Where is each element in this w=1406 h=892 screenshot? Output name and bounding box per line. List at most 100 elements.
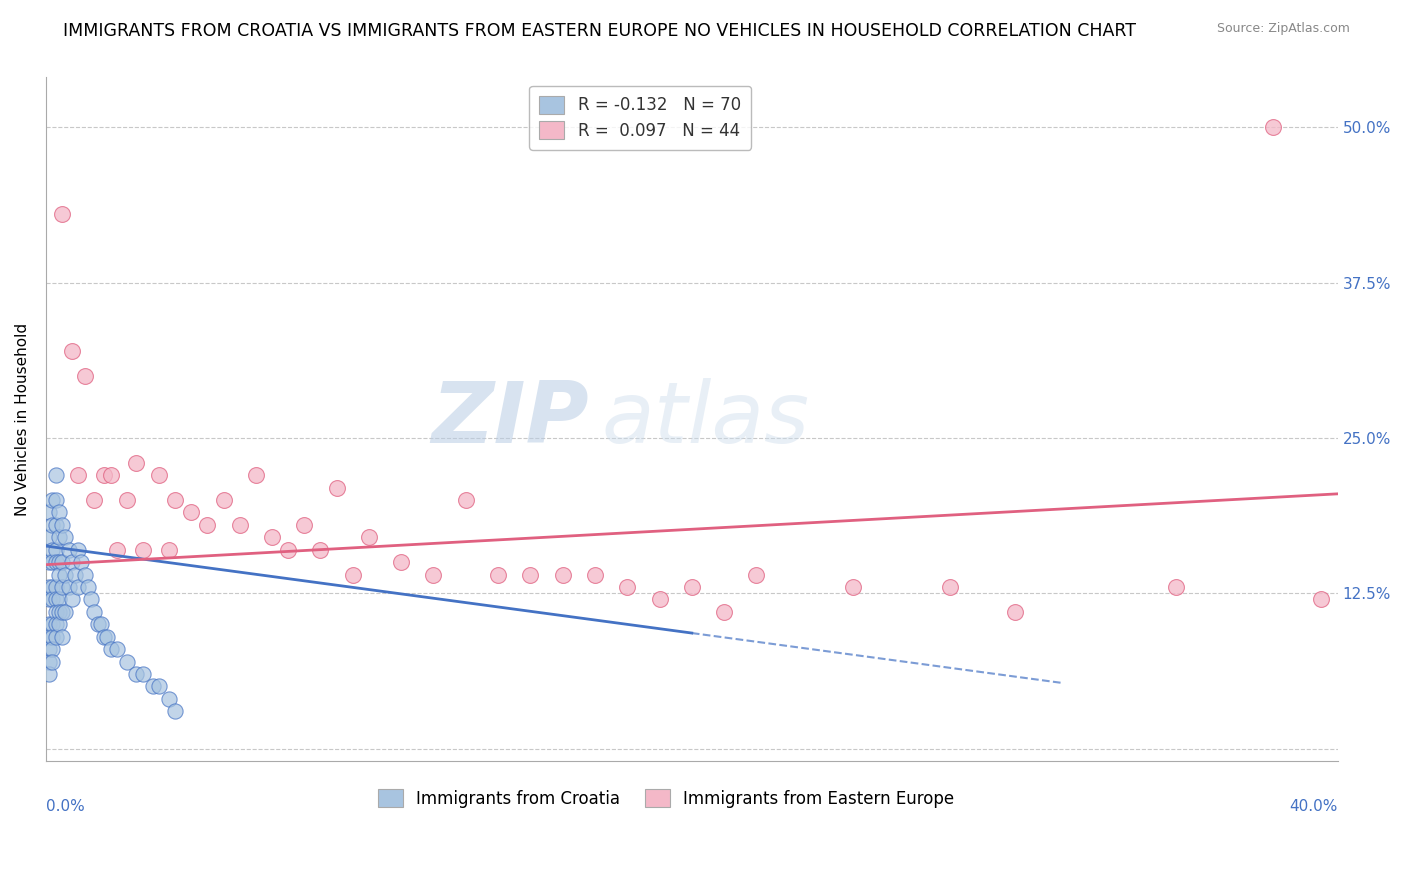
Point bbox=[90, 617, 112, 632]
Point bbox=[157, 692, 180, 706]
Point bbox=[38, 655, 60, 669]
Point bbox=[38, 555, 60, 569]
Point bbox=[38, 667, 60, 681]
Point bbox=[41, 630, 63, 644]
Text: ZIP: ZIP bbox=[430, 377, 589, 461]
Point bbox=[67, 468, 90, 483]
Point bbox=[551, 567, 574, 582]
Point bbox=[80, 592, 103, 607]
Point bbox=[648, 592, 671, 607]
Point bbox=[51, 580, 73, 594]
Point bbox=[48, 506, 70, 520]
Text: atlas: atlas bbox=[602, 377, 810, 461]
Point bbox=[58, 542, 80, 557]
Point bbox=[83, 605, 105, 619]
Point bbox=[38, 530, 60, 544]
Point bbox=[86, 617, 108, 632]
Point bbox=[132, 667, 155, 681]
Point bbox=[212, 493, 235, 508]
Point bbox=[1166, 580, 1188, 594]
Point bbox=[228, 517, 250, 532]
Point bbox=[53, 530, 76, 544]
Point bbox=[165, 493, 187, 508]
Point bbox=[1310, 592, 1333, 607]
Point bbox=[77, 580, 100, 594]
Point bbox=[38, 580, 60, 594]
Point bbox=[48, 567, 70, 582]
Point bbox=[277, 542, 299, 557]
Point bbox=[45, 630, 67, 644]
Point bbox=[41, 580, 63, 594]
Point bbox=[100, 642, 122, 657]
Point bbox=[38, 506, 60, 520]
Point bbox=[105, 542, 128, 557]
Point bbox=[486, 567, 509, 582]
Point bbox=[41, 542, 63, 557]
Point bbox=[519, 567, 541, 582]
Point bbox=[38, 630, 60, 644]
Point bbox=[125, 456, 148, 470]
Point bbox=[115, 493, 138, 508]
Point bbox=[93, 468, 115, 483]
Point bbox=[745, 567, 768, 582]
Point bbox=[41, 655, 63, 669]
Point bbox=[45, 493, 67, 508]
Point bbox=[713, 605, 735, 619]
Point bbox=[115, 655, 138, 669]
Point bbox=[51, 207, 73, 221]
Point bbox=[681, 580, 703, 594]
Point bbox=[389, 555, 412, 569]
Point bbox=[105, 642, 128, 657]
Point bbox=[38, 617, 60, 632]
Point bbox=[141, 680, 163, 694]
Point bbox=[41, 493, 63, 508]
Point bbox=[73, 368, 96, 383]
Point bbox=[51, 555, 73, 569]
Point bbox=[51, 630, 73, 644]
Point bbox=[842, 580, 865, 594]
Point bbox=[180, 506, 202, 520]
Point bbox=[583, 567, 606, 582]
Point bbox=[148, 680, 170, 694]
Y-axis label: No Vehicles in Household: No Vehicles in Household bbox=[15, 323, 30, 516]
Point bbox=[63, 567, 86, 582]
Text: 40.0%: 40.0% bbox=[1289, 798, 1337, 814]
Point bbox=[48, 617, 70, 632]
Point bbox=[41, 592, 63, 607]
Point bbox=[67, 542, 90, 557]
Point bbox=[51, 517, 73, 532]
Point bbox=[454, 493, 477, 508]
Point bbox=[67, 580, 90, 594]
Point bbox=[60, 555, 83, 569]
Point bbox=[60, 343, 83, 358]
Point bbox=[53, 605, 76, 619]
Point bbox=[197, 517, 219, 532]
Point bbox=[83, 493, 105, 508]
Point bbox=[45, 468, 67, 483]
Point bbox=[245, 468, 267, 483]
Point bbox=[125, 667, 148, 681]
Point bbox=[357, 530, 380, 544]
Point bbox=[616, 580, 638, 594]
Point bbox=[45, 542, 67, 557]
Point bbox=[148, 468, 170, 483]
Point bbox=[38, 592, 60, 607]
Point bbox=[132, 542, 155, 557]
Point bbox=[157, 542, 180, 557]
Point bbox=[48, 555, 70, 569]
Point bbox=[41, 642, 63, 657]
Point bbox=[41, 517, 63, 532]
Text: 0.0%: 0.0% bbox=[46, 798, 84, 814]
Point bbox=[41, 555, 63, 569]
Point bbox=[260, 530, 283, 544]
Legend: Immigrants from Croatia, Immigrants from Eastern Europe: Immigrants from Croatia, Immigrants from… bbox=[371, 782, 962, 814]
Point bbox=[48, 605, 70, 619]
Point bbox=[96, 630, 118, 644]
Point bbox=[1261, 120, 1284, 135]
Point bbox=[38, 642, 60, 657]
Point bbox=[309, 542, 332, 557]
Point bbox=[45, 517, 67, 532]
Point bbox=[45, 555, 67, 569]
Point bbox=[93, 630, 115, 644]
Point bbox=[939, 580, 962, 594]
